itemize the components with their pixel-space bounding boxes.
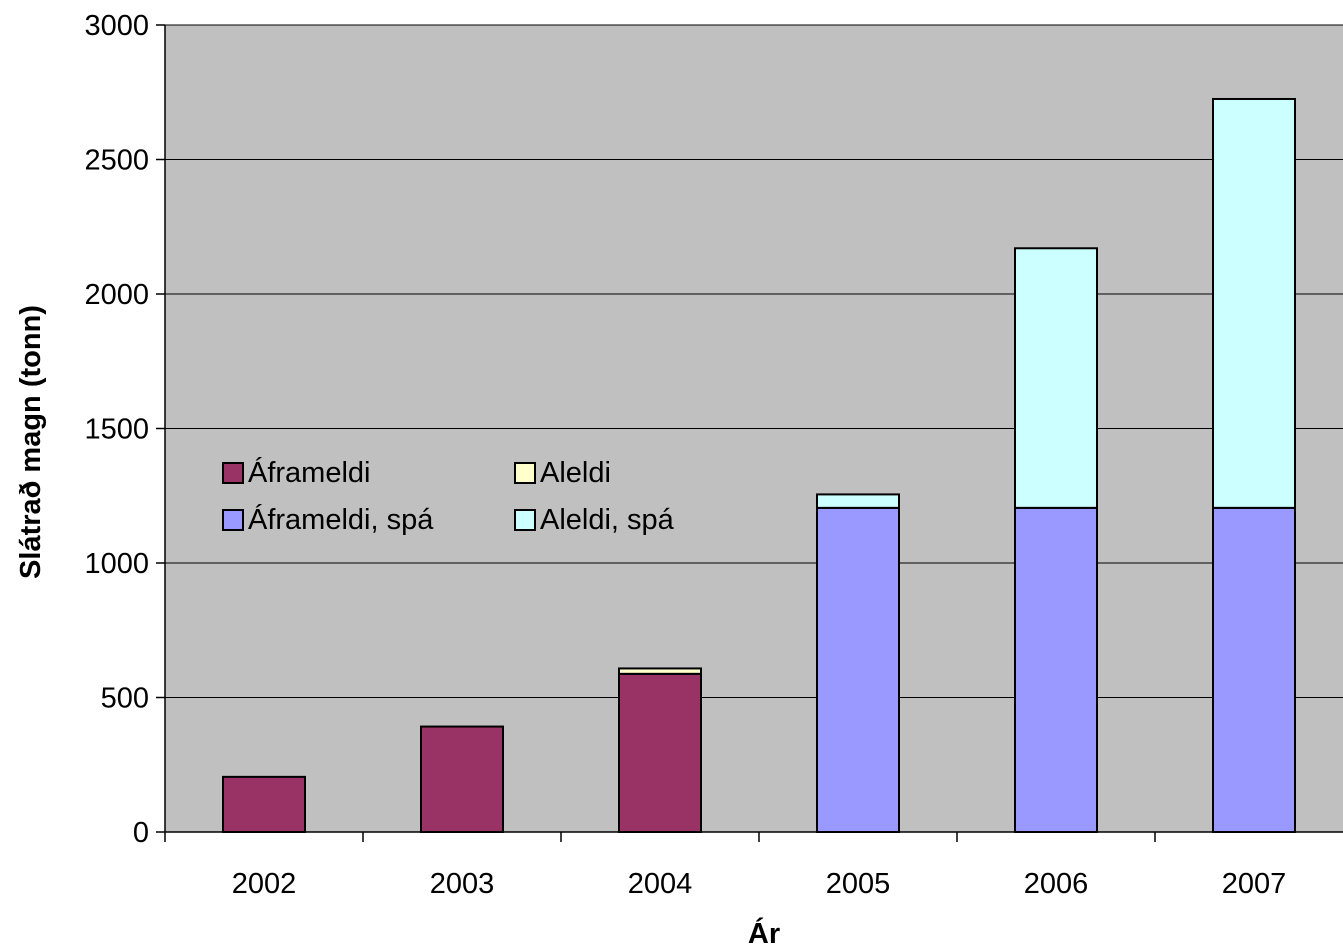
x-axis-title: Ár — [748, 916, 780, 948]
y-tick-label: 1000 — [84, 548, 149, 580]
legend-label: Áframeldi, spá — [248, 503, 434, 536]
legend-swatch — [222, 462, 244, 484]
x-tick-label: 2004 — [628, 868, 693, 900]
legend-label: Aleldi — [540, 457, 611, 489]
y-ticks: 0 500 1000 1500 2000 2500 3000 — [84, 10, 165, 849]
bar-segment — [816, 493, 900, 509]
bar-segment — [618, 672, 702, 833]
bar-segment — [618, 667, 702, 675]
bar-segment — [420, 725, 504, 833]
bars — [222, 97, 1296, 833]
x-tick-label: 2005 — [826, 868, 891, 900]
legend-label: Áframeldi — [248, 456, 371, 489]
legend-swatch — [514, 509, 536, 531]
legend-label: Aleldi, spá — [540, 504, 675, 536]
bar-segment — [1212, 97, 1296, 509]
y-tick-label: 2500 — [84, 145, 149, 177]
y-tick-label: 0 — [133, 817, 149, 849]
x-tick-label: 2003 — [430, 868, 495, 900]
gridlines — [165, 24, 1343, 698]
legend-swatch — [222, 509, 244, 531]
y-tick-label: 3000 — [84, 10, 149, 42]
legend: Áframeldi Aleldi Áframeldi, spá Aleldi, spá — [222, 456, 675, 536]
x-ticks: 2002 2003 2004 2005 2006 2007 — [164, 832, 1287, 900]
y-tick-label: 1500 — [84, 414, 149, 446]
x-tick-label: 2006 — [1024, 868, 1089, 900]
bar-segment — [1014, 247, 1098, 509]
bar-segment — [816, 506, 900, 833]
x-tick-label: 2007 — [1222, 868, 1287, 900]
y-axis-title: Slátrað magn (tonn) — [15, 305, 47, 579]
y-tick-label: 500 — [101, 683, 149, 715]
y-tick-label: 2000 — [84, 279, 149, 311]
bar-segment — [1014, 506, 1098, 833]
x-tick-label: 2002 — [232, 868, 297, 900]
bar-segment — [1212, 506, 1296, 833]
bar-segment — [222, 775, 306, 833]
legend-swatch — [514, 462, 536, 484]
